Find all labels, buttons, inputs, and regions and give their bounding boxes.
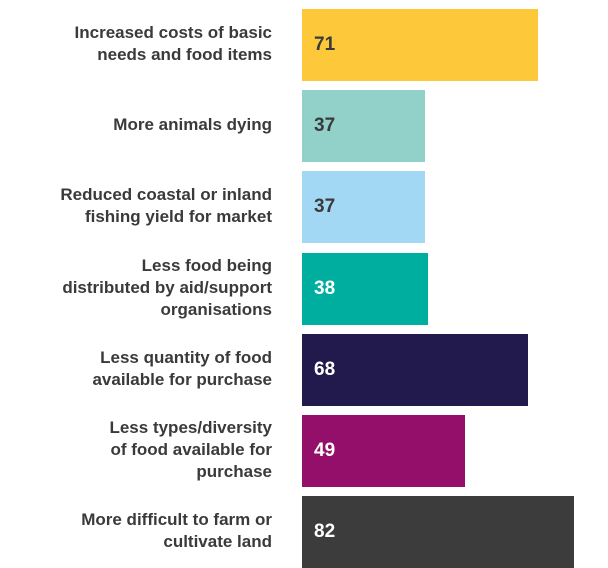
bar-value-label: 37 <box>314 115 336 137</box>
category-label: Increased costs of basic needs and food i… <box>0 22 272 66</box>
bar: 38 <box>302 252 429 325</box>
bar: 49 <box>302 415 465 487</box>
category-label: More animals dying <box>0 114 272 136</box>
category-label-line: of food available for <box>110 440 272 459</box>
category-label-line: More difficult to farm or <box>81 510 272 530</box>
bar-value-label: 49 <box>314 440 336 461</box>
category-label: Less food being distributed by aid/suppor… <box>0 255 272 321</box>
category-label: Less types/diversity of food available fo… <box>0 417 272 483</box>
bar: 82 <box>302 496 574 568</box>
bar-value-label: 82 <box>314 521 336 543</box>
bar: 37 <box>302 90 425 163</box>
bar: 37 <box>302 171 425 244</box>
category-label-line: organisations <box>160 299 272 319</box>
category-label-line: Reduced coastal or inland <box>60 185 272 205</box>
category-label-line: cultivate land <box>163 532 272 552</box>
category-label-line: distributed by aid/support <box>62 277 272 297</box>
category-label-line: Less types/diversity <box>109 418 272 437</box>
category-label-line: fishing yield for market <box>84 207 272 227</box>
category-label-line: More animals dying <box>113 115 272 135</box>
category-label-line: Less quantity of food <box>100 347 272 367</box>
category-label-line: needs and food items <box>97 45 272 64</box>
category-label-line: Increased costs of basic <box>74 23 272 42</box>
category-label: More difficult to farm or cultivate land <box>0 509 272 553</box>
bar-value-label: 37 <box>314 196 336 218</box>
category-label-line: purchase <box>196 462 272 481</box>
category-label-line: Less food being <box>141 255 272 275</box>
category-label: Reduced coastal or inland fishing yield f… <box>0 184 272 228</box>
bar: 71 <box>302 9 538 81</box>
category-label-line: available for purchase <box>92 369 272 389</box>
category-label: Less quantity of food available for purch… <box>0 347 272 391</box>
bar-value-label: 71 <box>314 34 336 55</box>
bar: 68 <box>302 333 528 406</box>
bar-value-label: 68 <box>314 358 336 380</box>
bar-value-label: 38 <box>314 277 336 299</box>
